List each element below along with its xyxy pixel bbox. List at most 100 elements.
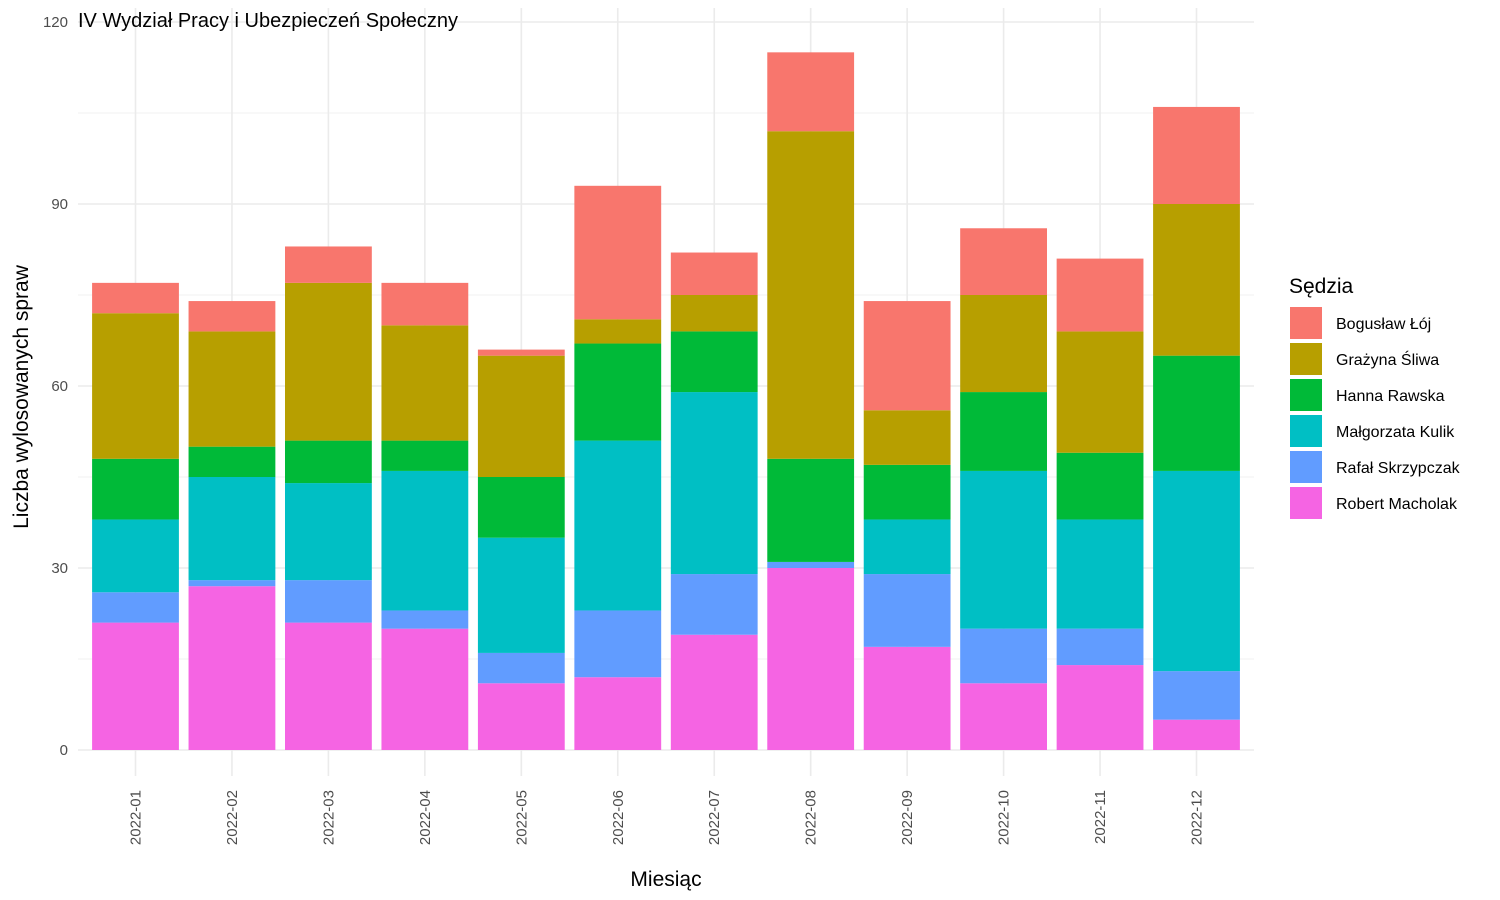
bar-segment xyxy=(477,537,565,653)
bar-segment xyxy=(285,282,372,441)
y-tick-label: 120 xyxy=(43,14,68,31)
x-tick-label: 2022-03 xyxy=(320,790,337,845)
y-tick-label: 30 xyxy=(51,560,68,577)
legend-swatch xyxy=(1290,451,1322,483)
bar-segment xyxy=(960,392,1047,471)
bar-segment xyxy=(477,355,565,477)
y-axis-ticks: 0 30 60 90 120 xyxy=(43,14,68,759)
bar-segment xyxy=(574,343,662,441)
bar-segment xyxy=(1056,258,1144,332)
x-tick-label: 2022-12 xyxy=(1189,790,1206,845)
legend-label: Małgorzata Kulik xyxy=(1336,424,1455,441)
bar-segment xyxy=(285,246,372,283)
bar-segment xyxy=(1153,204,1240,356)
legend: Sędzia Bogusław Łój Grażyna Śliwa Hanna Ra… xyxy=(1289,275,1461,519)
bar-segment xyxy=(285,622,372,750)
legend-label: Rafał Skrzypczak xyxy=(1336,460,1461,477)
bar-segment xyxy=(477,652,565,684)
legend-label: Hanna Rawska xyxy=(1336,388,1445,405)
x-tick-label: 2022-09 xyxy=(899,790,916,845)
y-tick-label: 90 xyxy=(51,196,68,213)
bar-segment xyxy=(92,622,179,750)
bar-segment xyxy=(767,52,855,132)
x-tick-label: 2022-10 xyxy=(996,790,1013,845)
bar-segment xyxy=(574,610,662,678)
legend-swatch xyxy=(1290,379,1322,411)
bar-segment xyxy=(670,295,758,332)
bar-segment xyxy=(960,628,1047,684)
bar-segment xyxy=(863,646,951,750)
bar-segment xyxy=(863,464,951,520)
bar-segment xyxy=(1153,470,1240,672)
x-tick-label: 2022-05 xyxy=(513,790,530,845)
y-tick-label: 60 xyxy=(51,378,68,395)
bar-segment xyxy=(92,313,179,459)
bar-segment xyxy=(1153,671,1240,720)
bar-segment xyxy=(960,683,1047,750)
bar-segment xyxy=(188,331,276,447)
bar-segment xyxy=(285,440,372,484)
bar-segment xyxy=(767,458,855,562)
legend-swatch xyxy=(1290,487,1322,519)
chart-title: IV Wydział Pracy i Ubezpieczeń Społeczny xyxy=(78,10,458,32)
legend-swatch xyxy=(1290,343,1322,375)
bar-segment xyxy=(92,592,179,623)
bar-segment xyxy=(381,440,469,471)
bars xyxy=(92,52,1240,750)
x-tick-label: 2022-01 xyxy=(128,790,145,845)
x-tick-label: 2022-07 xyxy=(706,790,723,845)
bar-segment xyxy=(960,295,1047,393)
y-axis-title: Liczba wylosowanych spraw xyxy=(10,264,33,529)
bar-segment xyxy=(960,470,1047,629)
bar-segment xyxy=(285,580,372,623)
bar-segment xyxy=(767,131,855,459)
bar-segment xyxy=(1056,331,1144,453)
bar-segment xyxy=(1153,719,1240,750)
bar-segment xyxy=(1056,628,1144,666)
bar-segment xyxy=(960,228,1047,295)
x-tick-label: 2022-02 xyxy=(224,790,241,845)
bar-segment xyxy=(381,325,469,441)
bar-segment xyxy=(574,319,662,344)
bar-segment xyxy=(574,440,662,611)
bar-segment xyxy=(92,458,179,520)
x-tick-label: 2022-11 xyxy=(1092,790,1109,844)
bar-segment xyxy=(381,628,469,750)
legend-label: Bogusław Łój xyxy=(1336,316,1431,333)
bar-segment xyxy=(1056,452,1144,520)
bar-segment xyxy=(1056,519,1144,629)
bar-segment xyxy=(477,683,565,750)
bar-segment xyxy=(574,185,662,320)
bar-segment xyxy=(767,568,855,750)
x-axis-title: Miesiąc xyxy=(630,868,701,891)
bar-segment xyxy=(188,301,276,332)
bar-segment xyxy=(863,301,951,411)
legend-title: Sędzia xyxy=(1289,275,1354,298)
x-tick-label: 2022-06 xyxy=(610,790,627,845)
bar-segment xyxy=(188,586,276,750)
bar-segment xyxy=(670,331,758,393)
bar-segment xyxy=(574,677,662,750)
bar-segment xyxy=(1153,355,1240,471)
bar-segment xyxy=(670,392,758,575)
x-tick-label: 2022-08 xyxy=(803,790,820,845)
bar-segment xyxy=(670,252,758,295)
bar-segment xyxy=(767,561,855,568)
bar-segment xyxy=(477,477,565,538)
bar-segment xyxy=(863,519,951,575)
bar-segment xyxy=(477,349,565,356)
bar-segment xyxy=(188,477,276,581)
bar-segment xyxy=(381,610,469,629)
bar-segment xyxy=(92,519,179,593)
legend-swatch xyxy=(1290,307,1322,339)
legend-label: Robert Macholak xyxy=(1336,496,1458,513)
legend-label: Grażyna Śliwa xyxy=(1336,350,1439,369)
bar-segment xyxy=(381,282,469,326)
bar-segment xyxy=(670,634,758,750)
y-tick-label: 0 xyxy=(60,742,68,759)
bar-segment xyxy=(1153,106,1240,204)
x-axis-ticks: 2022-01 2022-02 2022-03 2022-04 2022-05 2022-… xyxy=(128,790,1206,845)
bar-segment xyxy=(285,483,372,581)
bar-segment xyxy=(92,282,179,314)
